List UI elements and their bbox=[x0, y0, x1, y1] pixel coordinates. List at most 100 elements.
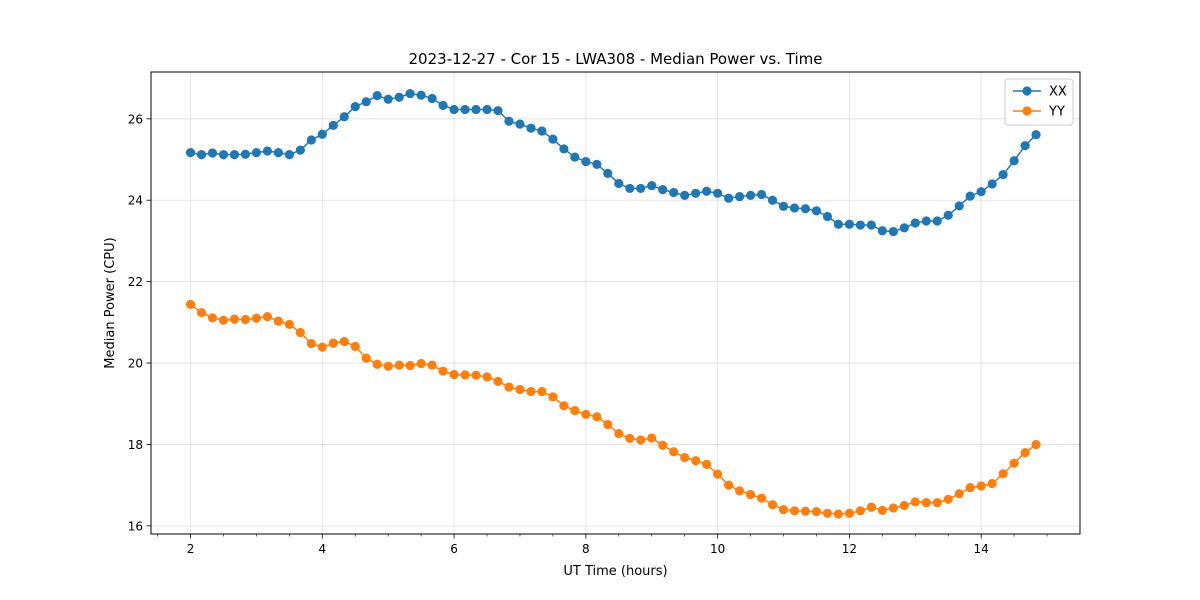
data-point-xx bbox=[515, 119, 525, 129]
data-point-xx bbox=[471, 104, 481, 115]
data-point-xx bbox=[229, 150, 240, 160]
data-point-xx bbox=[921, 216, 931, 226]
data-point-yy bbox=[185, 299, 196, 310]
data-point-yy bbox=[416, 358, 426, 369]
data-point-xx bbox=[745, 190, 756, 200]
data-point-xx bbox=[361, 97, 371, 107]
data-point-xx bbox=[317, 129, 327, 139]
data-point-yy bbox=[240, 314, 251, 325]
y-tick-label: 20 bbox=[128, 357, 143, 371]
data-point-yy bbox=[251, 313, 262, 323]
data-point-yy bbox=[658, 440, 668, 450]
series-yy bbox=[185, 299, 1041, 519]
data-point-yy bbox=[1020, 447, 1030, 458]
data-point-xx bbox=[449, 104, 459, 115]
data-point-yy bbox=[877, 505, 887, 515]
data-point-xx bbox=[262, 146, 273, 156]
data-point-yy bbox=[372, 359, 382, 369]
data-point-yy bbox=[625, 433, 635, 443]
data-point-yy bbox=[954, 489, 964, 499]
data-point-xx bbox=[658, 185, 668, 195]
data-point-xx bbox=[822, 211, 833, 222]
data-point-xx bbox=[734, 191, 745, 202]
legend-label-xx: XX bbox=[1049, 85, 1067, 100]
data-point-xx bbox=[603, 168, 613, 178]
data-point-xx bbox=[844, 219, 855, 229]
data-point-xx bbox=[789, 203, 800, 213]
data-point-yy bbox=[734, 486, 745, 496]
data-point-yy bbox=[888, 503, 898, 513]
y-tick-label: 16 bbox=[128, 519, 143, 533]
plot-frame bbox=[150, 71, 1081, 535]
data-point-xx bbox=[537, 126, 547, 136]
data-point-xx bbox=[240, 149, 251, 159]
data-point-xx bbox=[405, 88, 415, 99]
data-point-xx bbox=[295, 145, 305, 155]
data-point-yy bbox=[833, 509, 843, 519]
data-point-yy bbox=[339, 336, 349, 347]
data-point-yy bbox=[449, 369, 459, 380]
data-point-xx bbox=[427, 93, 437, 104]
data-point-yy bbox=[822, 508, 833, 518]
x-axis-label: UT Time (hours) bbox=[563, 564, 667, 579]
data-point-xx bbox=[493, 106, 503, 116]
data-point-yy bbox=[800, 506, 811, 516]
data-point-xx bbox=[372, 91, 382, 101]
data-point-xx bbox=[855, 220, 866, 230]
data-point-yy bbox=[910, 497, 920, 507]
data-point-xx bbox=[614, 178, 624, 189]
data-point-yy bbox=[350, 341, 360, 351]
data-point-yy bbox=[691, 456, 701, 466]
data-point-yy bbox=[921, 498, 931, 508]
data-point-xx bbox=[273, 148, 283, 158]
x-tick-label: 8 bbox=[582, 542, 590, 556]
data-point-xx bbox=[811, 206, 822, 216]
data-point-yy bbox=[724, 480, 734, 490]
data-point-yy bbox=[383, 361, 393, 371]
plot-series bbox=[185, 88, 1041, 519]
data-point-xx bbox=[185, 148, 196, 158]
data-point-yy bbox=[636, 435, 646, 445]
data-point-xx bbox=[207, 148, 218, 158]
data-point-yy bbox=[438, 366, 448, 376]
data-point-yy bbox=[647, 433, 657, 443]
data-point-yy bbox=[328, 338, 338, 348]
data-point-yy bbox=[943, 494, 953, 504]
legend-marker-yy bbox=[1022, 106, 1032, 116]
data-point-yy bbox=[317, 342, 327, 352]
data-point-xx bbox=[416, 90, 426, 100]
data-point-xx bbox=[251, 148, 262, 158]
data-point-yy bbox=[196, 307, 207, 318]
data-point-xx bbox=[778, 201, 789, 211]
y-tick-label: 18 bbox=[128, 438, 143, 452]
data-point-yy bbox=[504, 382, 514, 392]
data-point-yy bbox=[306, 338, 316, 349]
data-point-yy bbox=[789, 506, 800, 516]
y-tick-label: 26 bbox=[128, 112, 143, 126]
data-point-yy bbox=[218, 315, 229, 325]
data-point-xx bbox=[680, 190, 690, 200]
grid bbox=[151, 72, 1080, 534]
data-point-yy bbox=[482, 372, 492, 382]
legend-label-yy: YY bbox=[1048, 105, 1065, 120]
data-point-yy bbox=[702, 459, 712, 469]
data-point-xx bbox=[987, 179, 997, 189]
data-point-yy bbox=[614, 428, 624, 439]
data-point-yy bbox=[273, 316, 283, 326]
data-point-xx bbox=[1009, 156, 1019, 166]
data-point-yy bbox=[284, 319, 294, 329]
data-point-yy bbox=[932, 498, 942, 508]
data-point-xx bbox=[196, 150, 207, 160]
data-point-yy bbox=[899, 500, 909, 511]
data-point-xx bbox=[438, 100, 448, 110]
data-point-yy bbox=[515, 384, 525, 395]
data-point-yy bbox=[745, 489, 756, 500]
data-point-xx bbox=[482, 104, 492, 115]
data-point-yy bbox=[559, 401, 569, 411]
data-point-yy bbox=[778, 504, 789, 515]
data-point-xx bbox=[1020, 141, 1030, 151]
legend: XX YY bbox=[1004, 78, 1074, 126]
data-point-xx bbox=[756, 189, 767, 200]
